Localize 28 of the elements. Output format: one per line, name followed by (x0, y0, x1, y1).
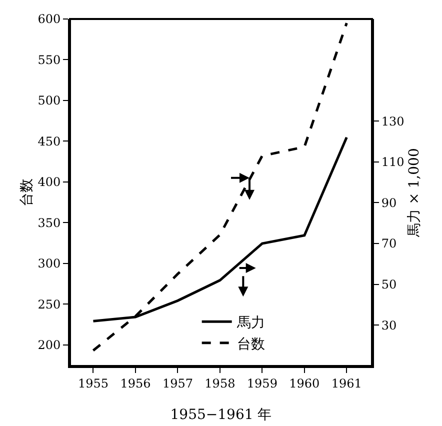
y-axis-title: 台数 (19, 178, 35, 206)
x-tick-label: 1956 (120, 376, 151, 390)
x-tick-label: 1960 (289, 376, 320, 390)
y2-tick-label: 30 (381, 318, 397, 332)
y-tick-label: 400 (38, 175, 61, 190)
y-tick-label: 550 (38, 52, 61, 67)
y-tick-label: 600 (38, 12, 61, 26)
x-tick-label: 1959 (246, 376, 278, 390)
y-tick-label: 500 (38, 94, 61, 108)
y-tick-label: 300 (38, 256, 61, 271)
legend-label: 台数 (236, 336, 265, 352)
y-tick-label: 450 (38, 134, 61, 148)
y2-axis-title: 馬力 × 1,000 (406, 148, 422, 238)
x-tick-label: 1957 (162, 376, 193, 390)
x-axis-title: 1955−1961 年 (170, 407, 272, 423)
y2-tick-label: 70 (381, 236, 397, 251)
x-tick-label: 1958 (204, 376, 236, 390)
line-series (92, 22, 348, 352)
y-tick-label: 250 (38, 297, 61, 312)
y-tick-label: 350 (38, 216, 61, 230)
y2-tick-label: 110 (381, 155, 404, 170)
y-tick-label: 200 (38, 338, 61, 352)
y2-tick-label: 50 (381, 278, 397, 292)
y2-tick-label: 130 (381, 114, 404, 128)
x-tick-label: 1955 (78, 376, 109, 390)
x-tick-label: 1961 (331, 376, 362, 390)
legend-label: 馬力 (236, 315, 265, 332)
y2-tick-label: 90 (381, 196, 397, 210)
